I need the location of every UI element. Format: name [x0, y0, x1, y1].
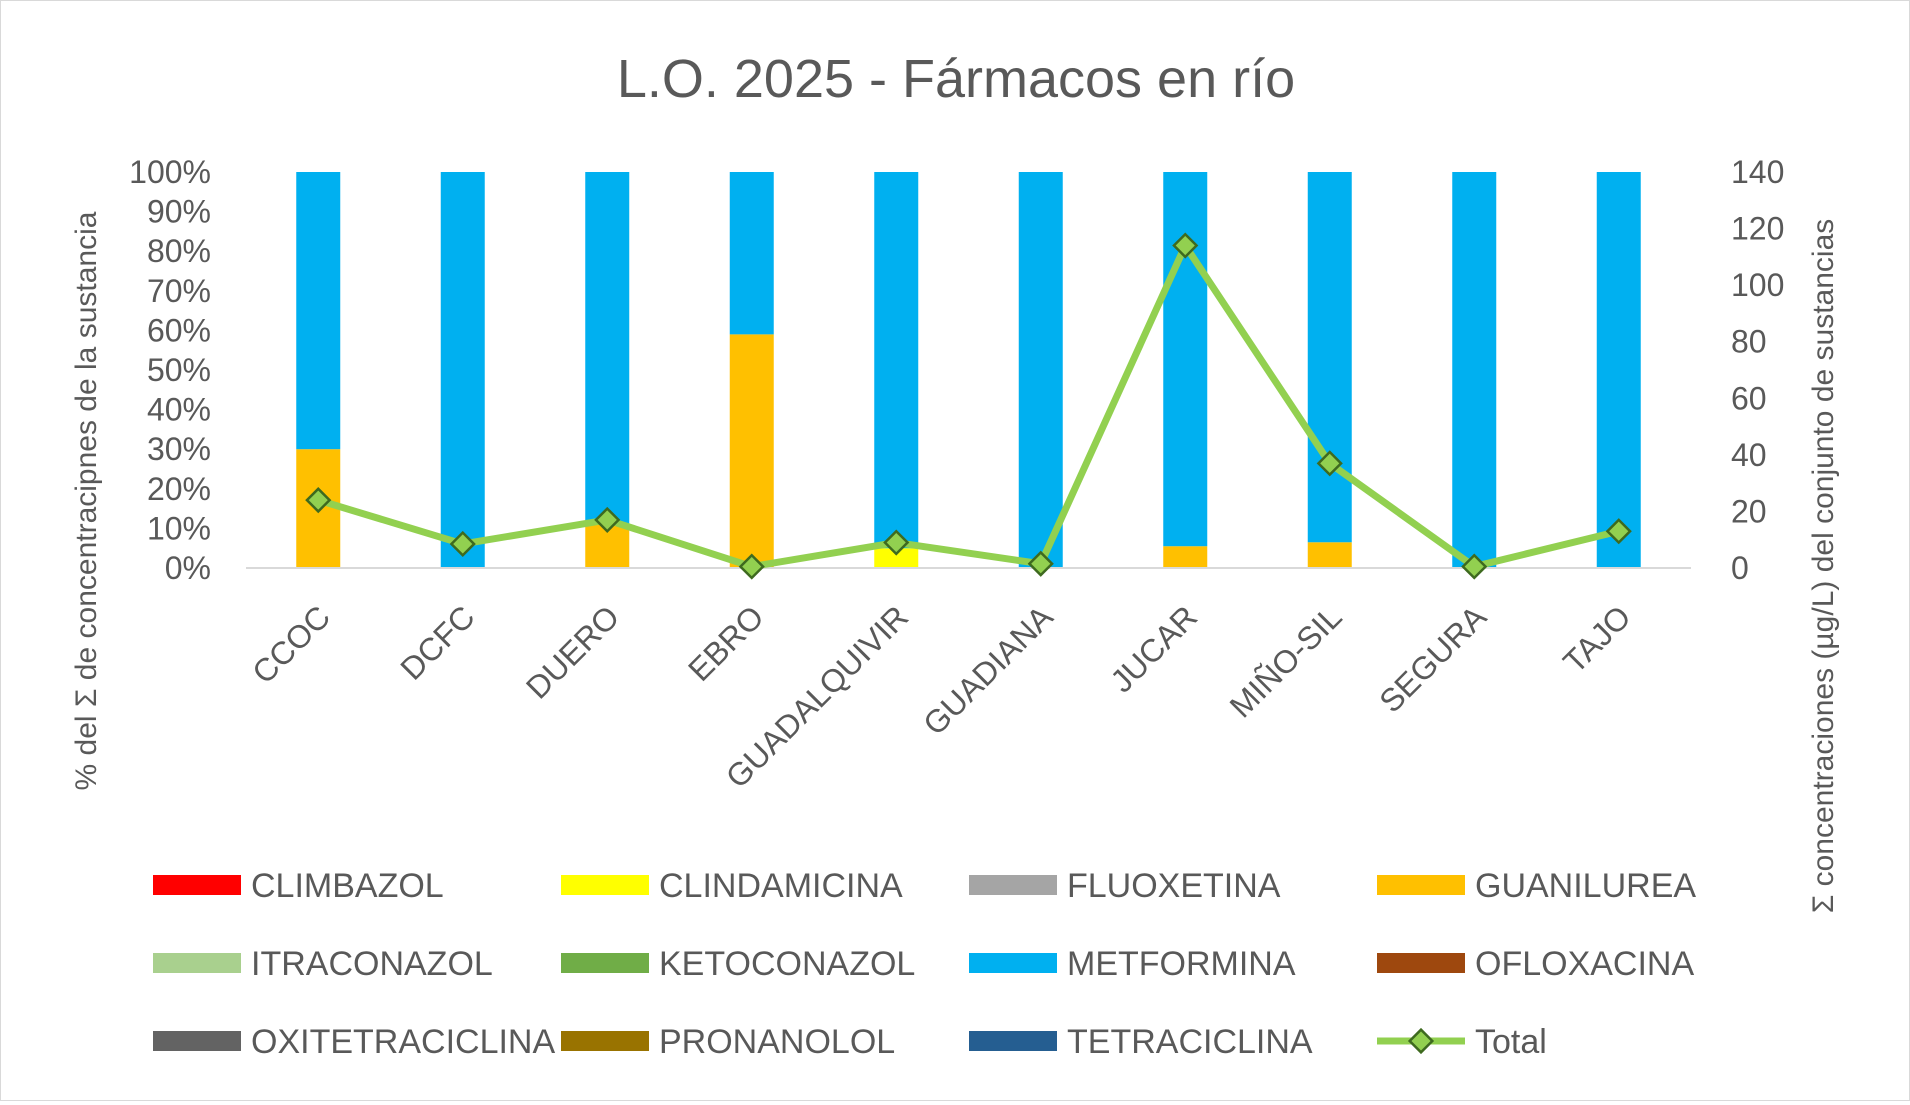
x-tick-label: SEGURA [1372, 598, 1493, 719]
legend-label: OFLOXACINA [1475, 945, 1694, 983]
y-tick-label: 80% [147, 233, 211, 269]
bar-segment-metformina [1596, 172, 1641, 568]
legend-label: CLINDAMICINA [659, 867, 903, 905]
x-tick-label: DUERO [519, 598, 626, 705]
bar-segment-metformina [296, 172, 341, 450]
y-tick-label: 70% [147, 273, 211, 309]
total-marker [1027, 550, 1054, 577]
bar-segment-metformina [729, 172, 774, 335]
x-tick-label: JUCAR [1103, 598, 1204, 699]
legend-swatch-clindamicina [561, 875, 649, 895]
total-marker [305, 487, 332, 514]
legend-label: ITRACONAZOL [251, 945, 493, 983]
bar-segment-metformina [874, 172, 919, 549]
legend-swatch-pronanolol [561, 1031, 649, 1051]
y-tick-label: 10% [147, 510, 211, 546]
total-marker [1172, 232, 1199, 259]
bar-segment-metformina [440, 172, 485, 568]
y-tick-label: 50% [147, 352, 211, 388]
x-tick-label: DCFC [393, 598, 481, 686]
total-marker [883, 529, 910, 556]
total-line [317, 242, 1620, 571]
bar-segment-guanilurea [1163, 546, 1208, 568]
legend-label: KETOCONAZOL [659, 945, 915, 983]
legend-label: FLUOXETINA [1067, 867, 1281, 905]
y2-tick-label: 140 [1731, 154, 1784, 190]
legend-label: CLIMBAZOL [251, 867, 444, 905]
legend-label: METFORMINA [1067, 945, 1296, 983]
y2-tick-label: 0 [1731, 550, 1749, 586]
legend-label: Total [1475, 1023, 1547, 1061]
y2-tick-label: 20 [1731, 493, 1767, 529]
y2-axis-title: Σ concentraciones (µg/L) del conjunto de… [1807, 219, 1840, 914]
y-tick-label: 100% [129, 154, 211, 190]
y-tick-label: 90% [147, 194, 211, 230]
y-tick-label: 20% [147, 471, 211, 507]
y2-tick-label: 100 [1731, 267, 1784, 303]
total-marker [1605, 518, 1632, 545]
y2-tick-label: 120 [1731, 211, 1784, 247]
y-tick-label: 60% [147, 312, 211, 348]
legend-swatch-fluoxetina [969, 875, 1057, 895]
legend-swatch-guanilurea [1377, 875, 1465, 895]
bar-segment-metformina [1307, 172, 1352, 543]
y-axis-title: % del Σ de concentracipnes de la sustanc… [70, 211, 103, 790]
total-marker [1316, 450, 1343, 477]
legend-label: OXITETRACICLINA [251, 1023, 555, 1061]
x-tick-label: CCOC [245, 598, 337, 690]
y2-tick-label: 40 [1731, 437, 1767, 473]
y-tick-label: 0% [165, 550, 211, 586]
bar-segment-guanilurea [729, 334, 774, 568]
legend-swatch-tetraciclina [969, 1031, 1057, 1051]
total-marker [738, 553, 765, 580]
total-marker [1461, 553, 1488, 580]
bar-segment-metformina [1452, 172, 1497, 568]
total-marker [594, 506, 621, 533]
bar-segment-guanilurea [1307, 542, 1352, 568]
legend-swatch-metformina [969, 953, 1057, 973]
y-tick-label: 30% [147, 431, 211, 467]
legend-marker-total [1407, 1027, 1435, 1055]
bar-segment-metformina [1163, 172, 1208, 547]
total-marker [449, 530, 476, 558]
bar-segment-metformina [585, 172, 630, 525]
plot-area: 0% 10%20% 30%40% 50% 60%70% 80%90% 100% 0 20 40 60… [129, 154, 1784, 795]
y2-tick-label: 60 [1731, 380, 1767, 416]
y-tick-label: 40% [147, 392, 211, 428]
legend-label: PRONANOLOL [659, 1023, 895, 1061]
legend-swatch-ofloxacina [1377, 953, 1465, 973]
legend-swatch-oxitetraciclina [153, 1031, 241, 1051]
legend-label: GUANILUREA [1475, 867, 1696, 905]
legend-swatch-ketoconazol [561, 953, 649, 973]
y2-tick-label: 80 [1731, 324, 1767, 360]
bar-segment-clindamicina [874, 548, 919, 568]
x-tick-label: EBRO [681, 598, 771, 688]
x-tick-label: TAJO [1556, 598, 1638, 680]
bar-segment-metformina [1018, 172, 1063, 568]
legend-label: TETRACICLINA [1067, 1023, 1313, 1061]
legend-swatch-itraconazol [153, 953, 241, 973]
legend-swatch-climbazol [153, 875, 241, 895]
legend: CLIMBAZOL CLINDAMICINA FLUOXETINA GUANILURE… [153, 867, 1696, 1061]
chart-title: L.O. 2025 - Fármacos en río [617, 49, 1295, 109]
x-tick-label: MIÑO-SIL [1223, 598, 1349, 724]
x-tick-label: GUADIANA [916, 598, 1060, 742]
